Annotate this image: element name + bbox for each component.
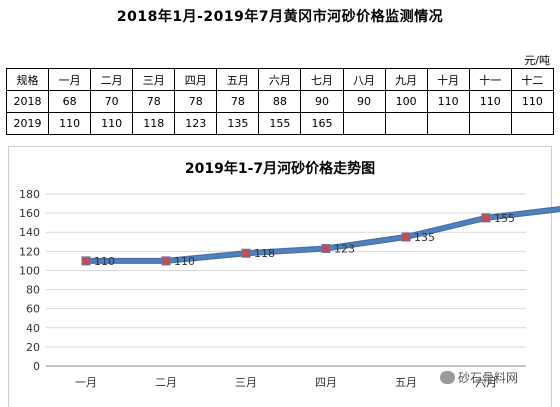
x-tick-label: 五月 xyxy=(395,376,417,389)
table-cell xyxy=(510,112,555,135)
y-tick-label: 80 xyxy=(26,284,40,297)
data-point xyxy=(321,243,331,253)
data-label: 123 xyxy=(334,242,355,255)
y-tick-label: 140 xyxy=(19,226,40,239)
y-tick-label: 160 xyxy=(19,207,40,220)
table-cell: 78 xyxy=(132,90,176,113)
x-tick-label: 四月 xyxy=(315,376,337,389)
data-label: 155 xyxy=(494,212,515,225)
data-label: 110 xyxy=(94,255,115,268)
y-tick-label: 20 xyxy=(26,341,40,354)
table-cell: 110 xyxy=(510,90,555,113)
chart-title: 2019年1-7月河砂价格走势图 xyxy=(184,161,376,177)
table-cell: 70 xyxy=(90,90,134,113)
y-tick-label: 40 xyxy=(26,322,40,335)
watermark: 砂石骨料网 xyxy=(440,369,518,386)
price-table: 规格 一月 二月 三月 四月 五月 六月 七月 八月 九月 十月 十一 十二 2018 68 70 78 78 78… xyxy=(5,68,555,135)
table-cell: 68 xyxy=(48,90,92,113)
chart-frame xyxy=(8,146,552,407)
table-cell: 165 xyxy=(300,112,344,135)
data-point xyxy=(241,248,251,258)
x-tick-label: 三月 xyxy=(235,376,257,389)
table-cell: 110 xyxy=(90,112,134,135)
y-tick-label: 180 xyxy=(19,188,40,201)
data-point xyxy=(161,256,171,266)
data-point xyxy=(401,232,411,242)
data-label: 110 xyxy=(174,255,195,268)
unit-label: 元/吨 xyxy=(524,54,550,67)
y-tick-label: 0 xyxy=(33,360,40,373)
data-label: 118 xyxy=(254,247,275,260)
table-cell: 2019 xyxy=(5,112,50,135)
x-tick-label: 一月 xyxy=(75,376,97,389)
wechat-icon xyxy=(440,371,455,384)
x-tick-label: 六月 xyxy=(475,376,497,389)
table-cell: 118 xyxy=(132,112,176,135)
data-point xyxy=(81,256,91,266)
watermark-text: 砂石骨料网 xyxy=(458,371,519,385)
y-tick-label: 60 xyxy=(26,303,40,316)
table-cell: 110 xyxy=(48,112,92,135)
table-cell: 五月 xyxy=(216,68,260,91)
y-tick-label: 120 xyxy=(19,245,40,258)
data-label: 135 xyxy=(414,231,435,244)
x-tick-label: 二月 xyxy=(155,376,177,389)
table-cell: 123 xyxy=(174,112,218,135)
y-tick-label: 100 xyxy=(19,264,40,277)
page-title: 2018年1月-2019年7月黄冈市河砂价格监测情况 xyxy=(116,9,444,25)
table-cell: 110 xyxy=(426,90,470,113)
table-row: 2019 110 110 118 123 135 155 165 xyxy=(5,112,555,135)
data-point xyxy=(481,213,491,223)
